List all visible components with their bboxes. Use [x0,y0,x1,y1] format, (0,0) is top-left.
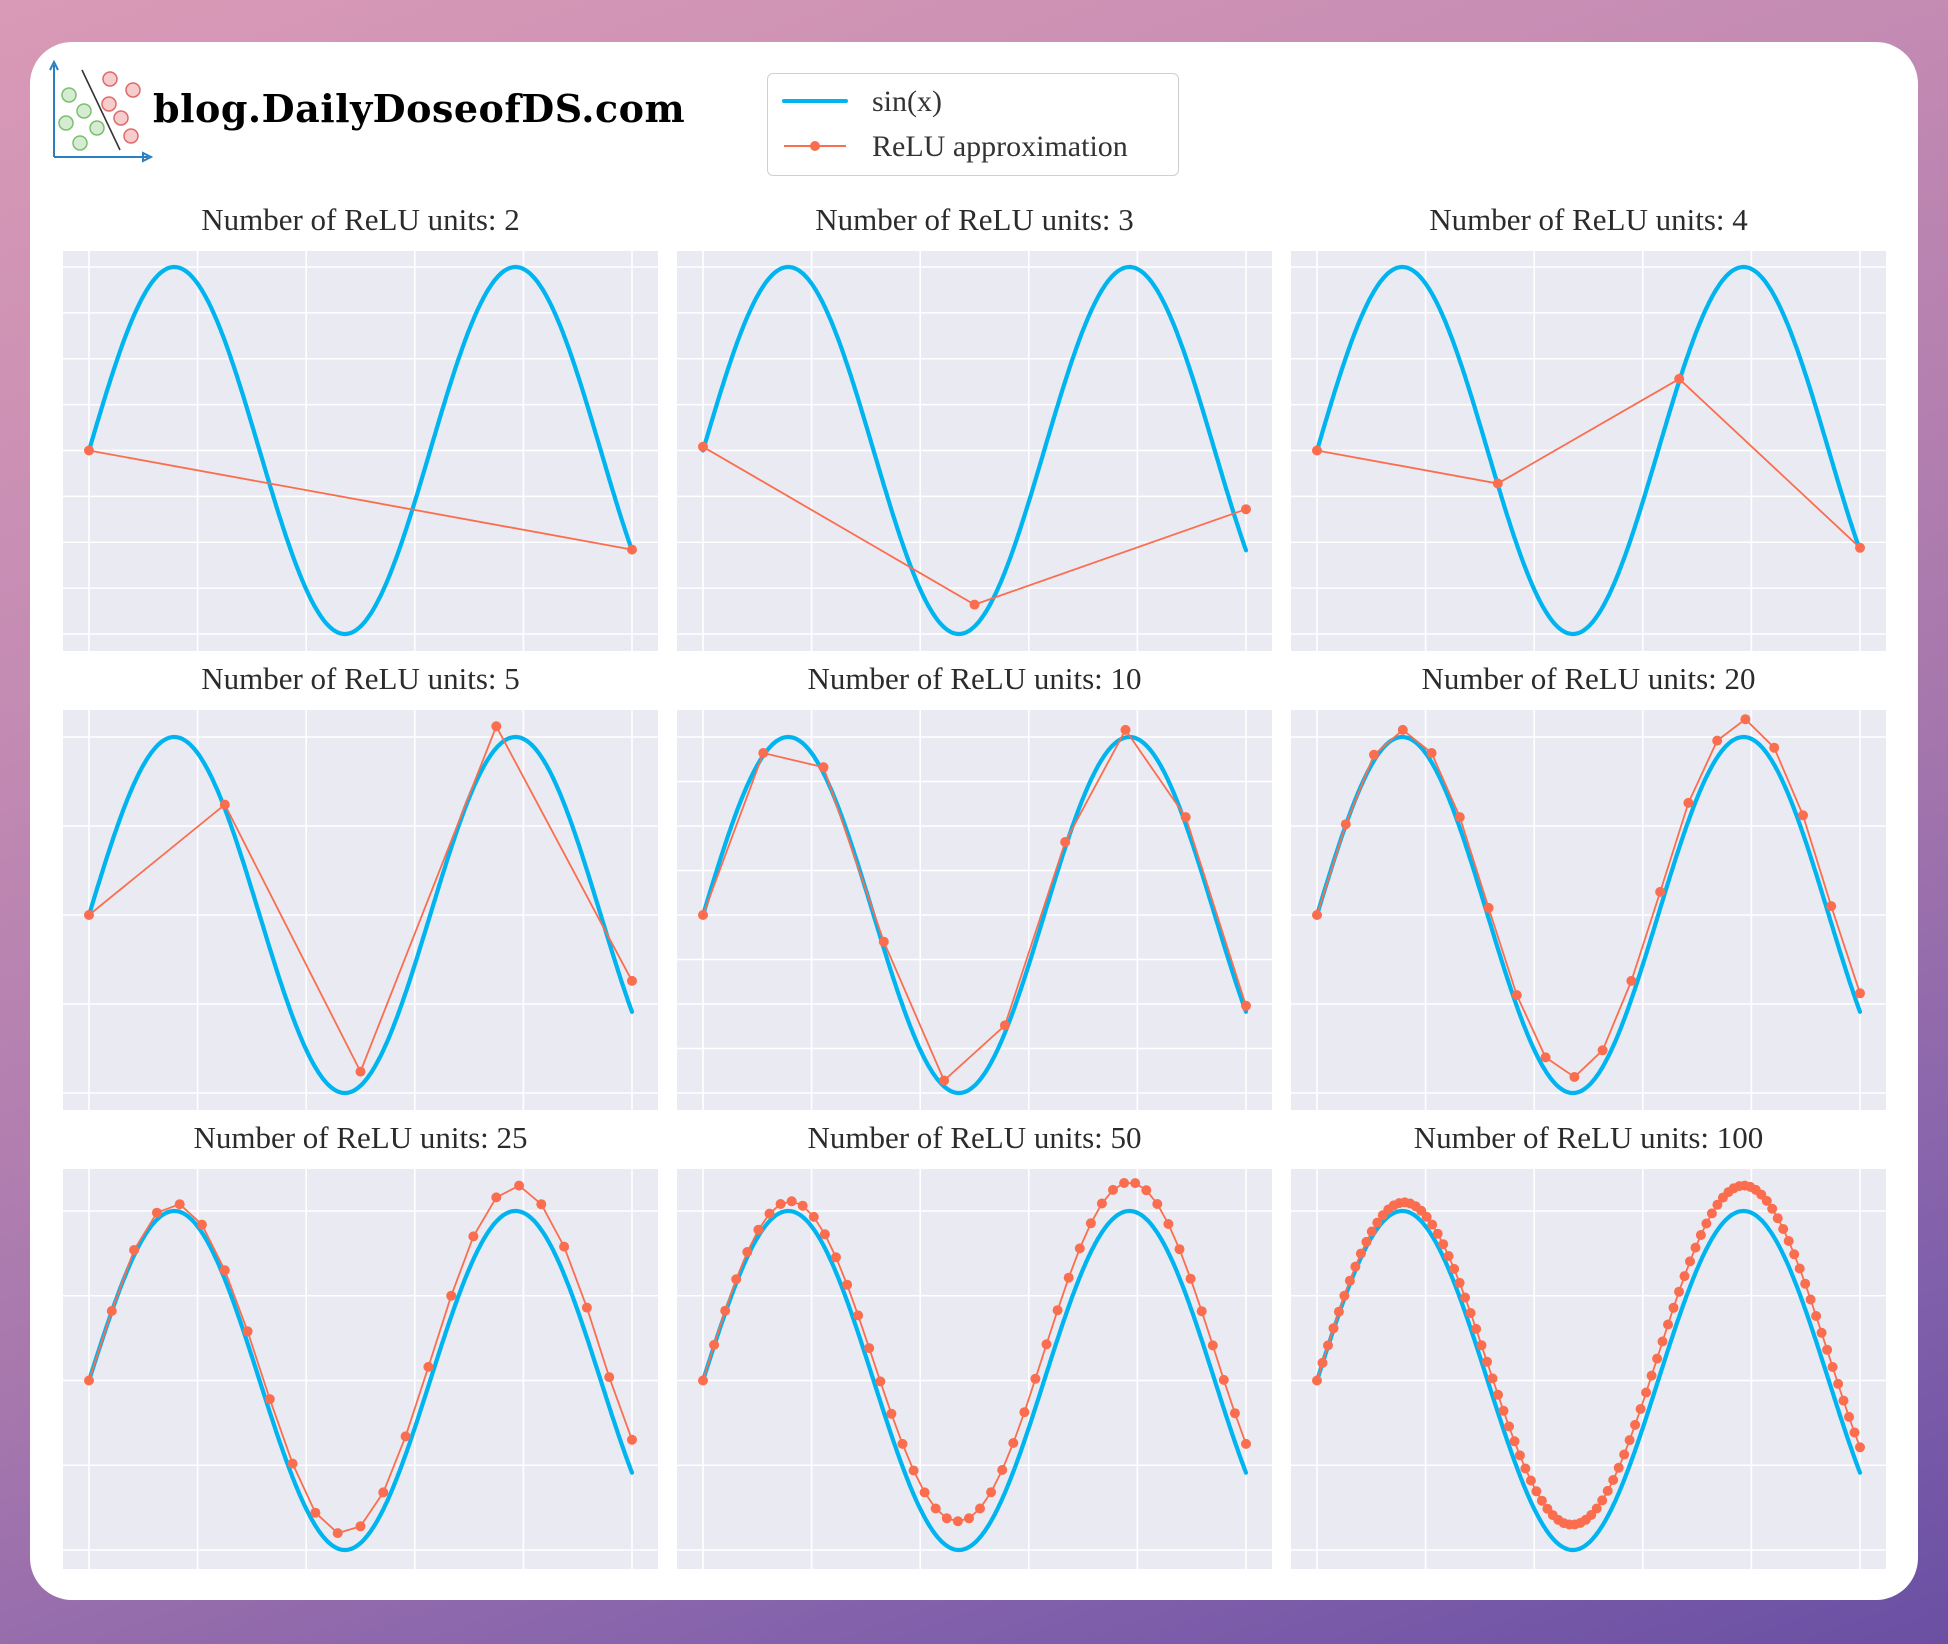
plot-area [63,251,658,651]
subplot-9: Number of ReLU units: 100 [1291,1120,1886,1569]
subplot-title: Number of ReLU units: 2 [201,202,520,237]
plot-area [677,710,1272,1110]
legend-item-sin: sin(x) [768,82,1178,122]
legend-label-relu: ReLU approximation [872,130,1128,163]
subplot-title: Number of ReLU units: 4 [1429,202,1748,237]
sin-line-swatch-icon [782,99,848,103]
subplot-title: Number of ReLU units: 3 [815,202,1134,237]
chart-legend: sin(x) ReLU approximation [767,73,1179,176]
plot-area [1291,710,1886,1110]
subplot-5: Number of ReLU units: 10 [677,661,1272,1110]
subplot-title: Number of ReLU units: 100 [1413,1120,1764,1155]
legend-label-sin: sin(x) [872,85,942,118]
plot-area [677,1169,1272,1569]
subplot-3: Number of ReLU units: 4 [1291,202,1886,651]
subplot-title: Number of ReLU units: 50 [807,1120,1142,1155]
plot-area [63,710,658,1110]
subplot-title: Number of ReLU units: 5 [201,661,520,696]
relu-line-marker-swatch-icon [784,141,846,151]
subplot-8: Number of ReLU units: 50 [677,1120,1272,1569]
subplot-7: Number of ReLU units: 25 [63,1120,658,1569]
brand-text: blog.DailyDoseofDS.com [153,86,686,131]
subplot-4: Number of ReLU units: 5 [63,661,658,1110]
subplot-2: Number of ReLU units: 3 [677,202,1272,651]
classification-scatter-logo-icon [49,59,154,163]
plot-area [63,1169,658,1569]
plot-area [677,251,1272,651]
subplot-title: Number of ReLU units: 10 [807,661,1142,696]
plot-area [1291,251,1886,651]
plot-area [1291,1169,1886,1569]
legend-item-relu: ReLU approximation [768,127,1178,167]
subplot-title: Number of ReLU units: 25 [193,1120,528,1155]
subplot-1: Number of ReLU units: 2 [63,202,658,651]
subplot-6: Number of ReLU units: 20 [1291,661,1886,1110]
subplot-title: Number of ReLU units: 20 [1421,661,1756,696]
